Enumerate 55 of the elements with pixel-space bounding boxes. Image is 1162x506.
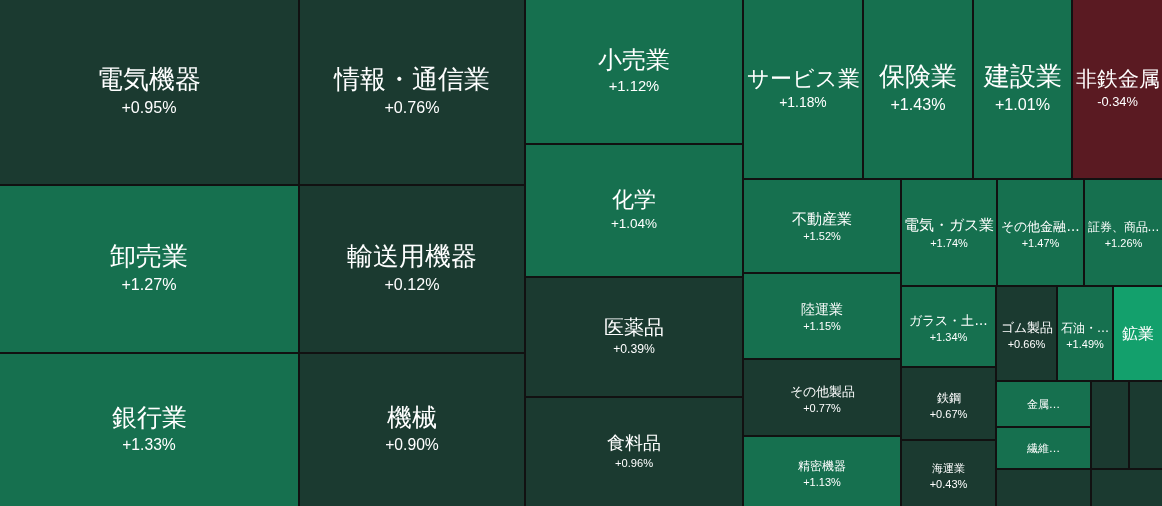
- category-label: 医薬品: [604, 316, 664, 340]
- data-label: +0.76%: [384, 97, 440, 116]
- category-label: 銀行業: [111, 402, 187, 433]
- category-label: 化学: [612, 187, 656, 213]
- category-label: 輸送用機器: [347, 241, 477, 272]
- data-label: +1.26%: [1104, 236, 1143, 249]
- category-label: 海運業: [932, 461, 965, 475]
- data-label: +0.67%: [929, 407, 968, 420]
- category-label: 石油・…: [1061, 320, 1109, 335]
- category-label: その他製品: [789, 383, 855, 399]
- data-label: +1.27%: [121, 274, 177, 293]
- data-label: +1.15%: [803, 320, 842, 333]
- data-label: +0.66%: [1007, 337, 1046, 350]
- category-label: ガラス・土…: [909, 312, 988, 328]
- category-label: 精密機器: [798, 458, 846, 473]
- category-label: 機械: [387, 402, 437, 433]
- data-label: +1.49%: [1066, 337, 1105, 350]
- category-label: 鉱業: [1122, 324, 1154, 343]
- category-label: サービス業: [746, 64, 860, 91]
- category-label: 繊維…: [1026, 441, 1060, 455]
- data-label: +1.13%: [803, 475, 842, 488]
- data-label: +1.18%: [779, 94, 827, 111]
- data-label: +0.96%: [614, 456, 654, 469]
- category-label: 鉄鋼: [936, 390, 961, 405]
- data-label: +1.43%: [890, 94, 946, 113]
- data-label: +1.01%: [994, 94, 1051, 113]
- category-label: 陸運業: [801, 300, 843, 317]
- data-label: +1.47%: [1021, 236, 1060, 249]
- category-label: 保険業: [879, 61, 957, 92]
- category-label: 金属…: [1027, 397, 1060, 411]
- data-label: -0.34%: [1097, 93, 1138, 109]
- data-label: +1.12%: [608, 77, 660, 94]
- category-label: 建設業: [982, 61, 1062, 92]
- data-label: +0.39%: [613, 341, 655, 356]
- category-label: 卸売業: [110, 241, 188, 272]
- data-label: +0.43%: [929, 477, 968, 490]
- category-label: 証券、商品…: [1087, 219, 1160, 234]
- data-label: +1.04%: [610, 216, 658, 232]
- data-label: +0.77%: [803, 401, 842, 414]
- category-label: 小売業: [598, 45, 670, 74]
- category-label: 電気・ガス業: [904, 216, 994, 234]
- data-label: +0.90%: [385, 436, 439, 454]
- data-label: +0.95%: [121, 97, 177, 116]
- category-label: ゴム製品: [1000, 319, 1053, 335]
- category-label: 情報・通信業: [333, 64, 490, 95]
- data-label: +1.74%: [930, 236, 969, 249]
- data-label: +1.34%: [929, 330, 968, 343]
- data-label: +1.33%: [122, 436, 176, 454]
- category-label: 非鉄金属: [1075, 66, 1160, 91]
- category-label: 電気機器: [97, 64, 201, 95]
- data-label: +0.12%: [384, 274, 440, 293]
- category-label: 不動産業: [792, 209, 852, 228]
- category-label: その他金融…: [1001, 218, 1080, 234]
- data-label: +1.52%: [803, 230, 842, 243]
- category-label: 食料品: [607, 432, 661, 454]
